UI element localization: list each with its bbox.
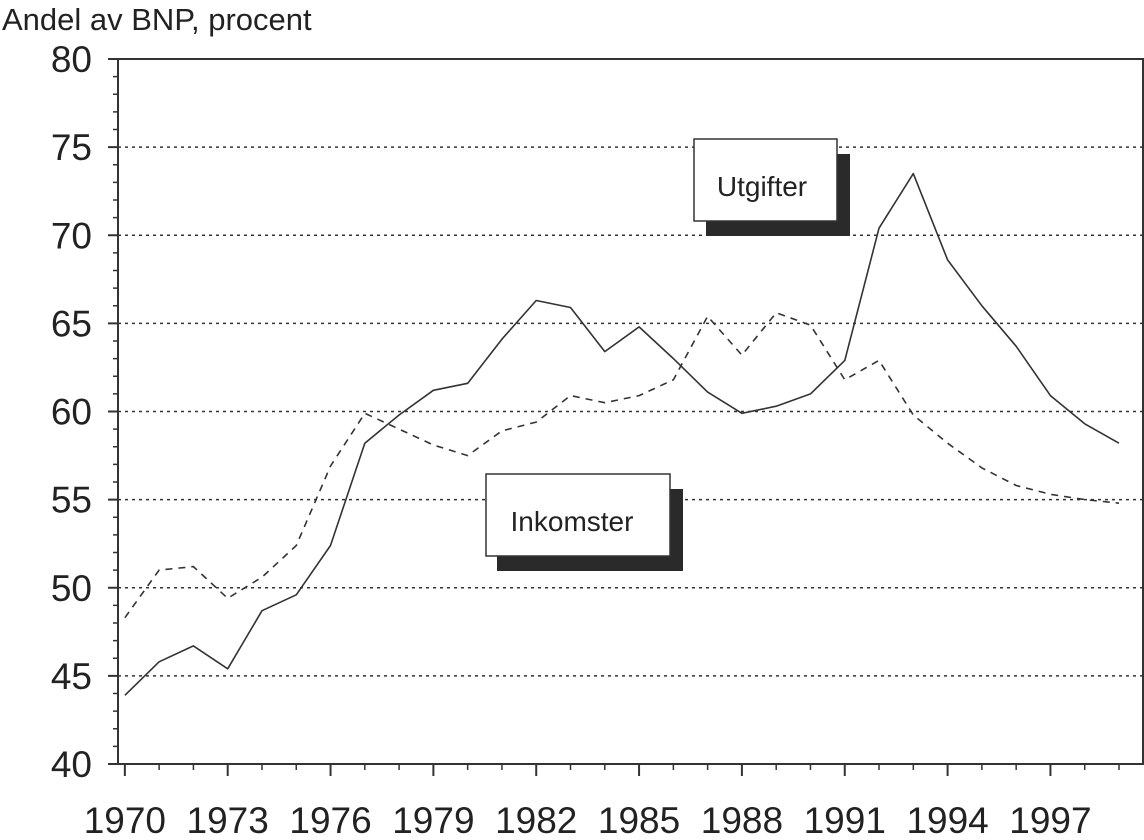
- utgifter-label: Utgifter: [717, 171, 807, 202]
- y-tick-labels: 40 45 50 55 60 65 70 75 80: [51, 39, 92, 785]
- series-line-inkomster: [124, 311, 1120, 619]
- inkomster-label-background: [485, 473, 671, 557]
- gridlines: [118, 146, 1143, 677]
- y-tick-label: 45: [51, 656, 92, 697]
- x-tick-label: 1979: [392, 800, 474, 840]
- x-tick-label: 1988: [701, 800, 783, 840]
- y-tick-label: 65: [51, 303, 92, 344]
- x-tick-label: 1982: [495, 800, 577, 840]
- x-tick-labels: 1970 1973 1976 1979 1982 1985 1988 1991 1994 1997: [84, 800, 1092, 840]
- x-tick-label: 1970: [84, 800, 166, 840]
- utgifter-label-box: Utgifter: [693, 138, 850, 236]
- x-tick-label: 1991: [804, 800, 886, 840]
- y-axis-label: Andel av BNP, procent: [2, 2, 312, 37]
- x-tick-label: 1997: [1009, 800, 1091, 840]
- x-tick-label: 1973: [187, 800, 269, 840]
- x-tick-label: 1994: [906, 800, 988, 840]
- series-line-utgifter: [124, 172, 1120, 696]
- y-tick-label: 55: [51, 480, 92, 521]
- y-tick-label: 40: [51, 744, 92, 785]
- x-tick-label: 1985: [598, 800, 680, 840]
- y-tick-label: 50: [51, 568, 92, 609]
- series-lines: [124, 172, 1120, 696]
- axis-ticks: [108, 58, 1120, 776]
- inkomster-label: Inkomster: [511, 506, 634, 537]
- utgifter-label-background: [693, 138, 838, 222]
- y-tick-label: 60: [51, 392, 92, 433]
- inkomster-label-box: Inkomster: [485, 473, 683, 571]
- y-tick-label: 70: [51, 215, 92, 256]
- y-tick-label: 80: [51, 39, 92, 80]
- y-tick-label: 75: [51, 127, 92, 168]
- x-tick-label: 1976: [289, 800, 371, 840]
